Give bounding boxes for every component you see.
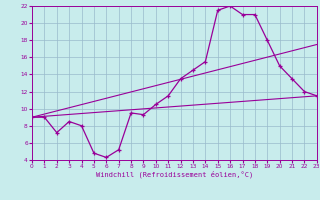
X-axis label: Windchill (Refroidissement éolien,°C): Windchill (Refroidissement éolien,°C) xyxy=(96,171,253,178)
